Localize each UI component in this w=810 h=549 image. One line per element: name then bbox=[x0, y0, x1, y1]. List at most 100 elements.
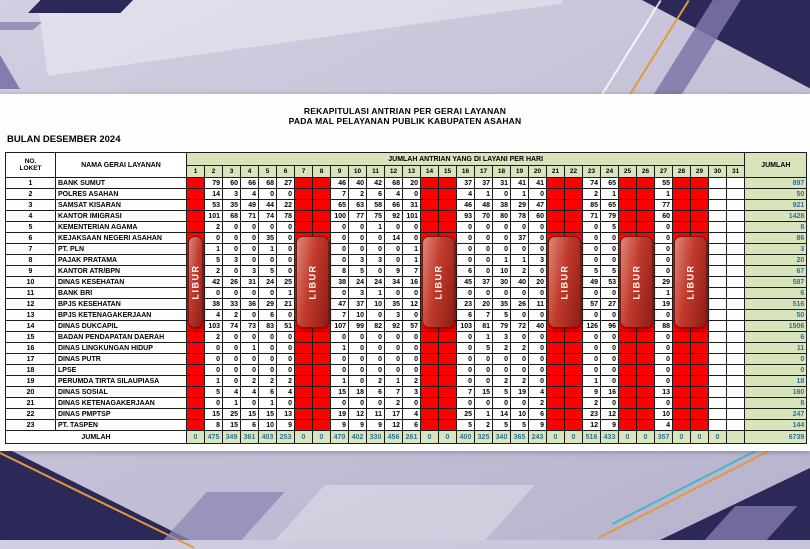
day-value-cell: 79 bbox=[600, 210, 619, 222]
libur-day-cell bbox=[438, 353, 457, 365]
day-value-cell: 5 bbox=[492, 419, 511, 431]
day-value-cell: 12 bbox=[348, 408, 367, 420]
day-value-cell: 35 bbox=[492, 298, 511, 310]
day-value-cell: 1 bbox=[258, 397, 277, 409]
day-value-cell: 0 bbox=[474, 265, 493, 277]
day-value-cell: 30 bbox=[492, 276, 511, 288]
day-value-cell: 0 bbox=[510, 309, 529, 321]
libur-day-cell bbox=[672, 210, 691, 222]
day-value-cell: 1 bbox=[510, 188, 529, 200]
day-value-cell: 0 bbox=[222, 375, 241, 387]
libur-day-cell bbox=[636, 221, 655, 233]
day-value-cell: 0 bbox=[330, 243, 349, 255]
libur-day-cell bbox=[636, 188, 655, 200]
day-value-cell: 0 bbox=[240, 309, 259, 321]
libur-day-cell bbox=[564, 419, 583, 431]
day-value-cell: 1 bbox=[204, 243, 223, 255]
totals-day-cell: 261 bbox=[402, 430, 421, 444]
row-total-cell: 1428 bbox=[744, 210, 808, 222]
day-value-cell: 70 bbox=[474, 210, 493, 222]
totals-day-cell: 330 bbox=[366, 430, 385, 444]
day-value-cell: 0 bbox=[330, 287, 349, 299]
day-value-cell: 12 bbox=[384, 419, 403, 431]
day-value-cell: 0 bbox=[204, 342, 223, 354]
day-value-cell: 0 bbox=[600, 287, 619, 299]
day-number-header: 4 bbox=[240, 165, 259, 178]
day-value-cell: 38 bbox=[204, 298, 223, 310]
libur-day-cell bbox=[564, 221, 583, 233]
libur-day-cell bbox=[690, 188, 709, 200]
day-value-cell: 19 bbox=[654, 298, 673, 310]
day-value-cell: 5 bbox=[204, 254, 223, 266]
day-value-cell: 0 bbox=[456, 375, 475, 387]
libur-day-cell bbox=[420, 364, 439, 376]
deco-triangle-left bbox=[0, 55, 20, 89]
day-value-cell: 1 bbox=[276, 287, 295, 299]
libur-day-cell bbox=[672, 364, 691, 376]
row-total-cell: 1506 bbox=[744, 320, 808, 332]
day-value-cell: 1 bbox=[492, 254, 511, 266]
day-value-cell: 0 bbox=[402, 287, 421, 299]
libur-day-cell bbox=[438, 386, 457, 398]
day-value-cell: 15 bbox=[222, 419, 241, 431]
libur-day-cell bbox=[312, 408, 331, 420]
day-value-cell: 0 bbox=[384, 221, 403, 233]
day-value-cell: 0 bbox=[330, 254, 349, 266]
day-value-cell: 4 bbox=[276, 386, 295, 398]
day-value-cell: 35 bbox=[258, 232, 277, 244]
totals-day-cell: 0 bbox=[294, 430, 313, 444]
day-value-cell: 19 bbox=[330, 408, 349, 420]
day-value-cell: 0 bbox=[330, 397, 349, 409]
day-value-cell: 0 bbox=[654, 364, 673, 376]
day-value-cell: 2 bbox=[366, 375, 385, 387]
day-value-cell: 5 bbox=[600, 265, 619, 277]
day-value-cell: 3 bbox=[240, 265, 259, 277]
day-value-cell: 14 bbox=[384, 232, 403, 244]
day-value-cell: 1 bbox=[474, 408, 493, 420]
day-value-cell: 0 bbox=[204, 353, 223, 365]
day-value-cell: 0 bbox=[528, 243, 547, 255]
libur-day-cell bbox=[420, 342, 439, 354]
totals-day-cell: 340 bbox=[492, 430, 511, 444]
day-value-cell bbox=[708, 254, 727, 266]
day-value-cell: 9 bbox=[348, 419, 367, 431]
day-value-cell: 7 bbox=[330, 188, 349, 200]
day-value-cell: 0 bbox=[276, 188, 295, 200]
day-value-cell: 3 bbox=[348, 254, 367, 266]
day-value-cell: 24 bbox=[258, 276, 277, 288]
libur-day-cell bbox=[690, 386, 709, 398]
libur-day-cell bbox=[564, 177, 583, 189]
day-value-cell: 0 bbox=[384, 353, 403, 365]
day-value-cell: 3 bbox=[366, 254, 385, 266]
row-no-cell: 2 bbox=[5, 188, 56, 200]
row-total-cell: 897 bbox=[744, 177, 808, 189]
libur-day-cell bbox=[564, 386, 583, 398]
table-row: 1 BANK SUMUT 79 60 66 68 27 46 40 42 68 20 37 37 31 41 4… bbox=[5, 177, 808, 189]
day-value-cell: 0 bbox=[348, 375, 367, 387]
row-no-cell: 16 bbox=[5, 342, 56, 354]
day-value-cell: 0 bbox=[402, 397, 421, 409]
day-value-cell bbox=[725, 276, 746, 288]
libur-day-cell bbox=[546, 331, 565, 343]
day-value-cell: 65 bbox=[600, 199, 619, 211]
day-value-cell: 24 bbox=[366, 276, 385, 288]
day-value-cell: 42 bbox=[204, 276, 223, 288]
libur-day-cell bbox=[618, 397, 637, 409]
libur-day-cell bbox=[672, 221, 691, 233]
day-value-cell: 4 bbox=[204, 309, 223, 321]
libur-day-cell bbox=[672, 397, 691, 409]
day-value-cell bbox=[725, 232, 746, 244]
libur-day-cell bbox=[420, 188, 439, 200]
libur-day-cell bbox=[672, 342, 691, 354]
day-value-cell: 0 bbox=[456, 353, 475, 365]
libur-day-cell bbox=[636, 386, 655, 398]
day-value-cell: 107 bbox=[330, 320, 349, 332]
day-value-cell: 71 bbox=[240, 210, 259, 222]
day-value-cell bbox=[708, 408, 727, 420]
row-name-cell: DINAS PUTR bbox=[55, 353, 187, 365]
day-value-cell: 0 bbox=[510, 331, 529, 343]
row-name-cell: SAMSAT KISARAN bbox=[55, 199, 187, 211]
day-value-cell bbox=[708, 386, 727, 398]
day-value-cell: 99 bbox=[348, 320, 367, 332]
day-value-cell: 80 bbox=[492, 210, 511, 222]
